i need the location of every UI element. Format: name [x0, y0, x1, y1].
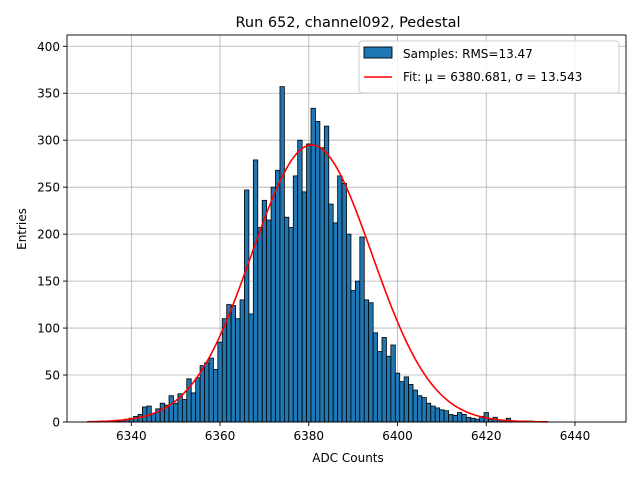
- histogram-bar: [359, 236, 365, 423]
- histogram-bar: [275, 169, 281, 423]
- histogram-bar: [430, 405, 436, 423]
- histogram-bar: [421, 397, 427, 423]
- x-tick-label: 6400: [382, 429, 413, 443]
- chart-title: Run 652, channel092, Pedestal: [235, 15, 460, 31]
- histogram-bar: [301, 191, 307, 423]
- histogram-bar: [235, 318, 241, 423]
- histogram-bar: [399, 381, 405, 423]
- histogram-bar: [297, 139, 303, 423]
- histogram-bar: [332, 222, 339, 423]
- y-tick-label: 150: [37, 275, 60, 289]
- histogram-bar: [377, 351, 383, 423]
- histogram-bar: [372, 332, 378, 423]
- histogram-bar: [270, 186, 276, 423]
- plot-frame: [66, 34, 627, 423]
- histogram-bar: [319, 147, 325, 423]
- legend-bar-swatch: [363, 46, 393, 59]
- x-tick-label: 6340: [116, 429, 147, 443]
- y-tick-label: 350: [37, 87, 60, 101]
- bars: [115, 86, 534, 423]
- histogram-bar: [323, 125, 330, 423]
- histogram-bar: [412, 389, 418, 423]
- histogram-bar: [288, 227, 294, 423]
- legend-fit-label: Fit: μ = 6380.681, σ = 13.543: [403, 70, 582, 84]
- histogram-bar: [363, 299, 370, 423]
- histogram-bar: [461, 414, 467, 423]
- histogram-bar: [403, 376, 410, 423]
- y-tick-label: 50: [45, 369, 60, 383]
- histogram-bar: [204, 362, 210, 423]
- legend: Samples: RMS=13.47 Fit: μ = 6380.681, σ …: [358, 40, 620, 94]
- histogram-bar: [368, 302, 374, 423]
- histogram-bar: [457, 412, 463, 423]
- histogram-bar: [425, 402, 432, 423]
- histogram-bar: [266, 219, 272, 423]
- histogram-bar: [150, 413, 157, 423]
- y-tick-label: 400: [37, 40, 60, 54]
- histogram-bar: [168, 395, 174, 423]
- histogram-bar: [195, 377, 201, 423]
- y-axis: 0 50 100 150 200 250 300 350 400: [37, 40, 67, 430]
- histogram-bar: [354, 280, 361, 423]
- histogram-bar: [226, 304, 232, 423]
- y-axis-label: Entries: [15, 208, 29, 250]
- histogram-bar: [239, 299, 245, 423]
- y-tick-label: 300: [37, 134, 60, 148]
- legend-samples-label: Samples: RMS=13.47: [403, 47, 533, 61]
- y-tick-label: 200: [37, 228, 60, 242]
- histogram-bar: [230, 305, 236, 423]
- histogram-bar: [199, 365, 205, 423]
- histogram-bar: [408, 384, 414, 423]
- histogram-bar: [346, 233, 352, 423]
- histogram-bar: [337, 175, 343, 423]
- y-tick-label: 0: [52, 416, 60, 430]
- y-tick-label: 250: [37, 181, 60, 195]
- histogram-bar: [283, 216, 290, 423]
- x-tick-label: 6360: [205, 429, 236, 443]
- histogram-bar: [439, 409, 445, 423]
- legend-box: [358, 40, 620, 94]
- x-tick-label: 6380: [294, 429, 325, 443]
- histogram-bar: [217, 341, 223, 423]
- histogram-bar: [173, 402, 179, 423]
- histogram-bar: [142, 406, 148, 423]
- histogram-bar: [306, 143, 312, 423]
- y-tick-label: 100: [37, 322, 60, 336]
- histogram-bar: [417, 395, 423, 423]
- histogram-bar: [159, 402, 166, 423]
- histogram-bar: [328, 203, 334, 423]
- histogram-bar: [292, 175, 299, 423]
- histogram-bar: [244, 189, 250, 423]
- histogram-bar: [257, 227, 263, 423]
- histogram-bar: [213, 368, 219, 423]
- histogram-bar: [208, 357, 214, 423]
- histogram-bar: [248, 313, 254, 423]
- histogram-bar: [448, 414, 454, 423]
- histogram-bar: [350, 290, 356, 423]
- histogram-bar: [261, 199, 268, 423]
- histogram-bar: [310, 107, 316, 423]
- x-axis-label: ADC Counts: [312, 451, 384, 465]
- histogram-bar: [386, 355, 392, 423]
- histogram-bar: [434, 407, 441, 423]
- histogram-bar: [252, 159, 259, 423]
- histogram-bar: [465, 416, 472, 423]
- gaussian-fit-curve: [86, 144, 549, 423]
- histogram-bar: [190, 392, 197, 423]
- histogram-bar: [181, 399, 188, 423]
- histogram-bar: [394, 372, 401, 423]
- histogram-bar: [381, 337, 387, 423]
- x-axis: 6340 6360 6380 6400 6420 6440: [116, 422, 590, 443]
- histogram-bar: [452, 415, 458, 423]
- histogram-bar: [315, 121, 321, 423]
- histogram-bar: [443, 410, 449, 423]
- histogram-bar: [221, 318, 228, 423]
- histogram-bar: [279, 86, 285, 423]
- histogram-bar: [470, 417, 476, 423]
- histogram-bar: [341, 183, 347, 423]
- x-tick-label: 6420: [471, 429, 502, 443]
- x-tick-label: 6440: [560, 429, 591, 443]
- histogram-bar: [390, 344, 396, 423]
